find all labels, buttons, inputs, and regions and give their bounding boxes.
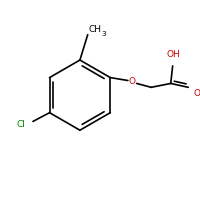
Text: O: O — [193, 89, 200, 98]
Text: O: O — [128, 77, 135, 86]
Text: 3: 3 — [101, 31, 106, 37]
Text: Cl: Cl — [16, 120, 25, 129]
Text: OH: OH — [167, 50, 181, 59]
Text: CH: CH — [89, 25, 102, 34]
